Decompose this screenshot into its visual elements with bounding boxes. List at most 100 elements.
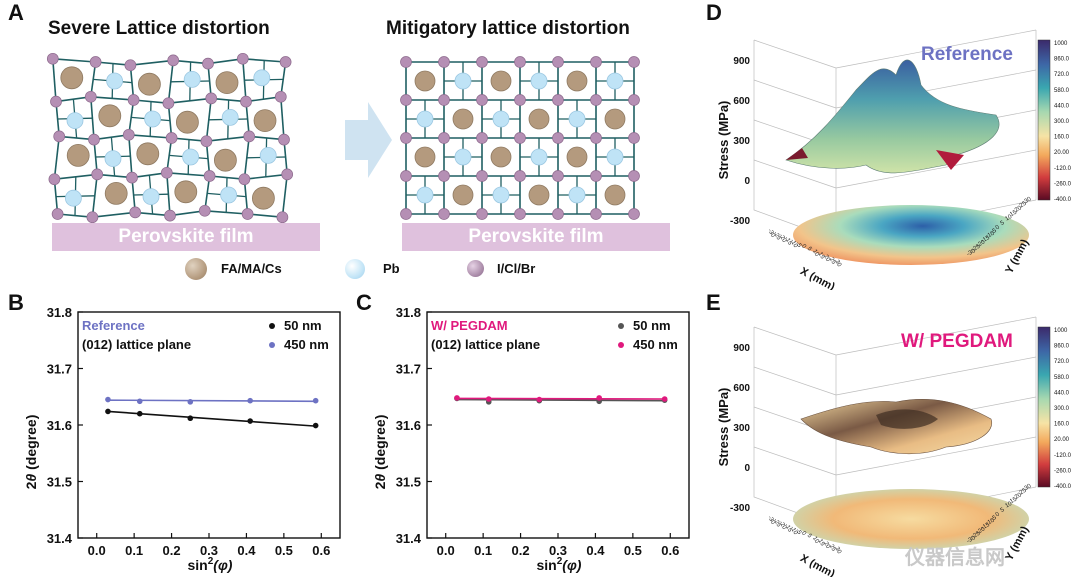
surface-d-zticks: 900 600 300 0 -300 <box>730 56 750 227</box>
halide-atom <box>278 133 290 146</box>
halide-atom <box>400 94 412 106</box>
panel-letter-c: C <box>356 290 372 315</box>
legend-marker <box>618 323 624 329</box>
legend-fa-ma-cs: FA/MA/Cs <box>221 261 282 276</box>
pb-atom <box>144 110 162 128</box>
colorbar-tick-label: 20.00 <box>1054 150 1070 156</box>
chart-b-legend-50nm: 50 nm <box>284 318 322 333</box>
halide-atom <box>122 128 135 141</box>
colorbar-tick-label: 860.0 <box>1054 57 1070 63</box>
halide-atom <box>165 132 178 144</box>
z-tick-label: 0 <box>744 463 750 474</box>
x-axis-tick-label: -5 <box>794 241 802 249</box>
data-point <box>187 415 194 422</box>
x-tick-label: 0.3 <box>200 543 218 558</box>
y-tick-label: 31.4 <box>47 531 73 546</box>
halide-atom <box>476 56 488 68</box>
colorbar-tick-label: -120.0 <box>1054 453 1072 459</box>
bond <box>168 97 212 104</box>
chart-c-title: W/ PEGDAM <box>431 318 508 333</box>
chart-c-subtitle: (012) lattice plane <box>431 337 540 352</box>
data-point <box>454 395 460 401</box>
halide-atom <box>514 94 526 106</box>
surface-e-zticks: 900 600 300 0 -300 <box>730 343 750 514</box>
halide-atom <box>88 133 100 146</box>
z-tick-label: 0 <box>744 176 750 187</box>
a-site-cation <box>452 184 474 206</box>
y-tick-label: 31.7 <box>47 362 72 377</box>
halide-atom <box>281 168 294 181</box>
y-axis-tick-label: -5 <box>990 228 998 236</box>
pb-atom <box>104 150 122 167</box>
pb-atom <box>259 147 277 164</box>
y-axis-tick-label: 30 <box>1024 196 1033 205</box>
halide-atom <box>400 132 412 144</box>
a-site-cation <box>414 146 436 168</box>
pb-atom <box>530 72 548 90</box>
y-axis-tick-label: -15 <box>980 235 991 245</box>
y-axis-tick-label: 25 <box>1019 487 1028 496</box>
x-axis-tick-label: -20 <box>777 233 787 244</box>
z-tick-label: 900 <box>733 56 750 67</box>
colorbar-tick-label: 720.0 <box>1054 359 1070 365</box>
legend-marker <box>618 342 624 348</box>
surface-e-projection <box>793 489 1029 549</box>
a-site-cation <box>414 70 436 92</box>
y-axis-tick-label: 15 <box>1009 496 1018 505</box>
surface-d-edge <box>786 148 808 160</box>
x-axis-tick-label: -20 <box>777 520 787 531</box>
halide-atom <box>236 52 249 65</box>
surface-d-dip <box>936 150 964 170</box>
x-tick-label: 0.0 <box>88 543 106 558</box>
x-axis-tick-label: 5 <box>805 246 812 252</box>
halide-atom <box>552 208 564 220</box>
halide-atom <box>400 170 412 182</box>
halide-atom <box>89 56 102 68</box>
lattice-illustration <box>46 52 640 224</box>
a-site-cation <box>215 71 239 94</box>
a-site-cation <box>136 142 160 166</box>
colorbar-tick-label: 300.0 <box>1054 406 1070 412</box>
y-tick-label: 31.8 <box>396 305 421 320</box>
x-axis-tick-label: 10 <box>811 536 820 545</box>
z-tick-label: 300 <box>733 423 750 434</box>
a-site-cation <box>452 108 474 130</box>
chart-b-axes: 0.0 0.1 0.2 0.3 0.4 0.5 0.6 31.4 31.5 31.6 31.7 31.… <box>47 305 341 558</box>
colorbar-tick-label: 300.0 <box>1054 119 1070 125</box>
y-axis-tick-label: 20 <box>1014 205 1023 214</box>
right-arrow-icon <box>345 102 392 178</box>
legend-marker <box>269 323 275 329</box>
x-axis-tick-label: 15 <box>817 251 826 260</box>
halide-atom <box>202 57 214 70</box>
surface-e-title: W/ PEGDAM <box>901 331 1013 352</box>
data-point <box>596 395 602 401</box>
surface-d-colorbar-ticks: 1000 860.0 720.0 580.0 440.0 300.0 160.0 20.00 -… <box>1054 41 1072 203</box>
chart-b-subtitle: (012) lattice plane <box>82 337 191 352</box>
bond <box>54 173 98 180</box>
data-point <box>136 410 143 417</box>
halide-atom <box>514 132 526 144</box>
lattice-mitigatory <box>400 56 640 220</box>
halide-atom <box>279 56 292 68</box>
halide-atom <box>129 206 142 219</box>
z-tick-label: 600 <box>733 383 750 394</box>
chart-b-legend-450nm: 450 nm <box>284 337 329 352</box>
halide-atom <box>86 211 99 224</box>
pb-atom <box>182 148 200 166</box>
halide-atom <box>438 170 450 182</box>
halide-atom <box>438 56 450 68</box>
data-point <box>105 408 111 415</box>
bond <box>207 58 243 65</box>
data-point <box>536 396 543 403</box>
y-tick-label: 31.4 <box>396 531 422 546</box>
colorbar-tick-label: -400.0 <box>1054 197 1072 203</box>
colorbar-tick-label: 160.0 <box>1054 422 1070 428</box>
y-axis-tick-label: 20 <box>1014 492 1023 501</box>
pb-atom <box>66 112 84 129</box>
colorbar-tick-label: 1000 <box>1054 41 1068 47</box>
halide-atom <box>51 208 64 220</box>
halide-atom <box>276 211 289 224</box>
halide-atom <box>400 56 412 68</box>
x-axis-tick-label: -10 <box>789 238 799 249</box>
chart-c: 0.0 0.1 0.2 0.3 0.4 0.5 0.6 31.4 31.5 31.6 31.7 31.… <box>372 305 690 573</box>
